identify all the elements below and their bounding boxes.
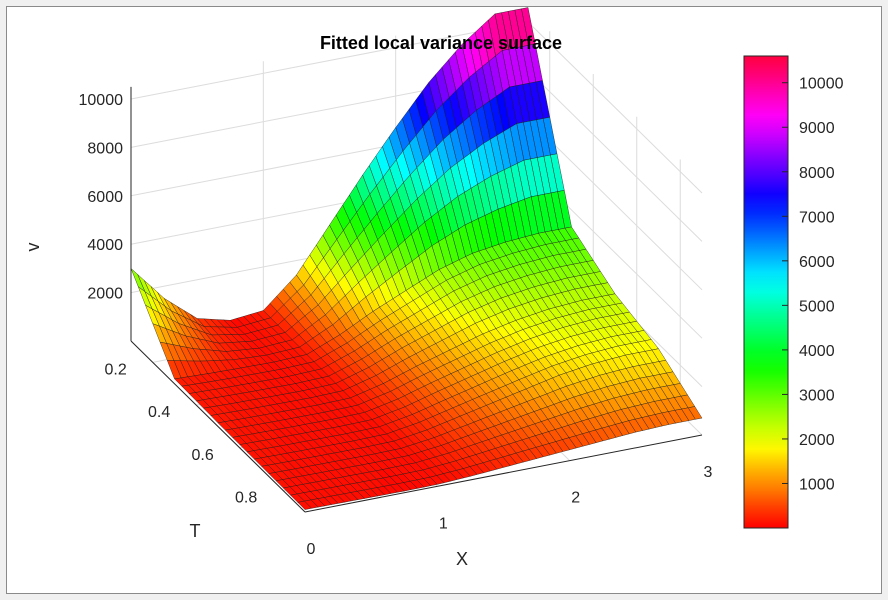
figure-window: 0 1 2 3 0.2 0.4 0.6 0.8 2000 4000 6000 8000 10000 Fi… bbox=[6, 6, 882, 594]
x-tick-label: 1 bbox=[439, 515, 448, 532]
colorbar-tick-label: 8000 bbox=[799, 165, 835, 182]
colorbar: 1000 2000 3000 4000 5000 6000 7000 8000 9000 1000… bbox=[743, 55, 844, 529]
colorbar-tick-label: 2000 bbox=[799, 432, 835, 449]
chart-title: Fitted local variance surface bbox=[320, 33, 562, 53]
z-tick-label: 4000 bbox=[87, 237, 123, 254]
colorbar-tick-label: 7000 bbox=[799, 209, 835, 226]
t-tick-label: 0.8 bbox=[235, 490, 257, 507]
t-tick-label: 0.2 bbox=[105, 361, 127, 378]
tick-labels: 0 1 2 3 0.2 0.4 0.6 0.8 2000 4000 6000 8000 10000 bbox=[79, 92, 713, 558]
colorbar-tick-label: 10000 bbox=[799, 76, 844, 93]
z-axis-label: v bbox=[23, 243, 43, 252]
z-tick-label: 6000 bbox=[87, 189, 123, 206]
t-tick-label: 0.4 bbox=[148, 404, 170, 421]
colorbar-gradient bbox=[743, 55, 789, 529]
axes-box bbox=[130, 86, 703, 513]
x-axis-label: X bbox=[456, 549, 468, 569]
colorbar-tick-label: 1000 bbox=[799, 476, 835, 493]
grid-line-z-side bbox=[527, 118, 703, 291]
t-tick-label: 0.6 bbox=[192, 447, 214, 464]
x-axis-line bbox=[304, 434, 703, 513]
colorbar-tick-label: 9000 bbox=[799, 120, 835, 137]
colorbar-tick-label: 5000 bbox=[799, 298, 835, 315]
colorbar-tick-label: 4000 bbox=[799, 343, 835, 360]
grid-line-z-side bbox=[527, 21, 703, 194]
t-axis-label: T bbox=[190, 521, 201, 541]
x-tick-label: 0 bbox=[307, 541, 316, 558]
surface-mesh bbox=[130, 7, 703, 510]
grid-line-z-back bbox=[130, 21, 529, 100]
x-tick-label: 2 bbox=[571, 490, 580, 507]
grid-line-z-side bbox=[527, 70, 703, 242]
x-tick-label: 3 bbox=[704, 464, 713, 481]
colorbar-tick-label: 6000 bbox=[799, 254, 835, 271]
surface-patch bbox=[297, 500, 313, 510]
surface-plot: 0 1 2 3 0.2 0.4 0.6 0.8 2000 4000 6000 8000 10000 Fi… bbox=[23, 7, 844, 569]
z-tick-label: 10000 bbox=[79, 92, 124, 109]
colorbar-tick-label: 3000 bbox=[799, 387, 835, 404]
z-tick-label: 2000 bbox=[87, 286, 123, 303]
t-axis-line bbox=[130, 340, 306, 513]
z-tick-label: 8000 bbox=[87, 140, 123, 157]
